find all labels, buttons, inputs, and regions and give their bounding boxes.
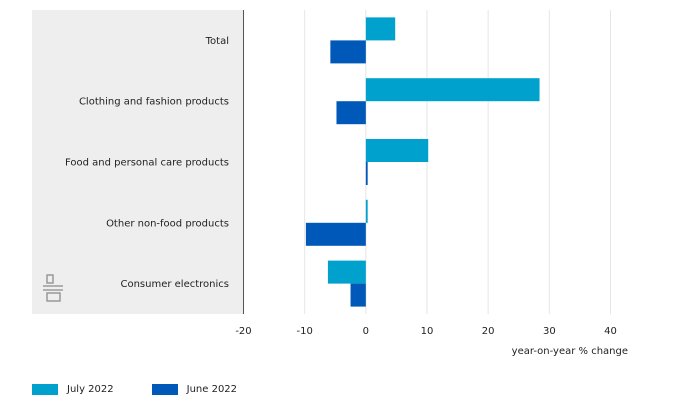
legend: July 2022 June 2022	[32, 384, 275, 395]
tick-labels: -20 -10 0 10 20 30 40	[235, 326, 617, 337]
bar-july	[327, 260, 366, 284]
bar-july	[365, 199, 368, 223]
x-tick-label: 30	[543, 326, 556, 337]
bar-july	[365, 139, 429, 162]
category-label: Total	[205, 36, 229, 47]
x-tick-label: -20	[235, 326, 251, 337]
x-tick-label: 20	[482, 326, 495, 337]
legend-swatch-july	[32, 384, 58, 395]
legend-item-june: June 2022	[151, 384, 238, 395]
bar-july	[365, 78, 540, 102]
category-label: Consumer electronics	[120, 279, 229, 290]
category-label: Other non-food products	[106, 218, 229, 229]
legend-label-june: June 2022	[186, 384, 238, 395]
category-labels: Total Clothing and fashion products Food a…	[65, 36, 229, 290]
x-tick-label: -10	[296, 326, 312, 337]
legend-label-july: July 2022	[67, 384, 114, 395]
x-tick-label: 0	[363, 326, 369, 337]
bar-june	[350, 283, 366, 307]
bar-june	[365, 162, 368, 185]
bars	[305, 17, 540, 307]
cbs-logo-icon	[43, 274, 63, 302]
x-tick-label: 40	[604, 326, 617, 337]
bar-june	[336, 101, 366, 125]
x-tick-label: 10	[421, 326, 434, 337]
legend-swatch-june	[151, 384, 178, 395]
legend-item-july: July 2022	[32, 384, 114, 395]
bar-july	[365, 17, 396, 41]
category-label: Food and personal care products	[65, 158, 229, 169]
x-axis-title: year-on-year % change	[512, 346, 628, 357]
category-label-panel	[32, 10, 244, 314]
bar-june	[330, 40, 366, 64]
bar-june	[305, 222, 366, 246]
category-label: Clothing and fashion products	[79, 97, 229, 108]
